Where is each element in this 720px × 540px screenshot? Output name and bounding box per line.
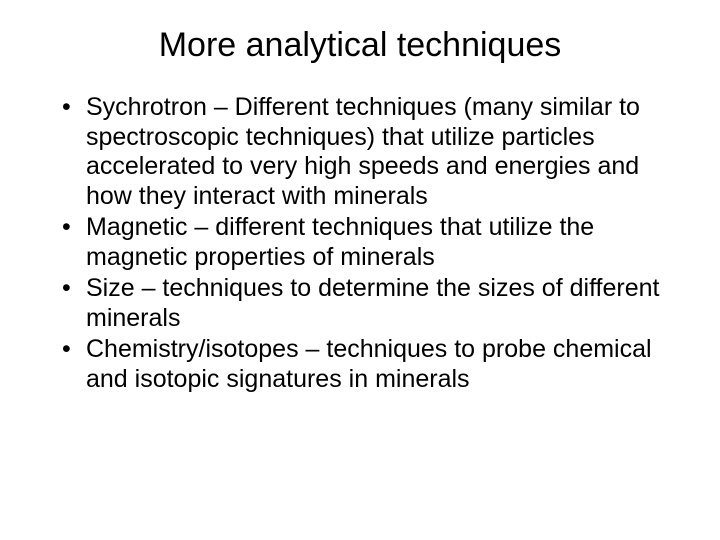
list-item: Chemistry/isotopes – techniques to probe…: [68, 335, 690, 394]
list-item: Size – techniques to determine the sizes…: [68, 274, 690, 333]
bullet-list: Sychrotron – Different techniques (many …: [30, 93, 690, 394]
list-item: Magnetic – different techniques that uti…: [68, 213, 690, 272]
slide-container: More analytical techniques Sychrotron – …: [0, 0, 720, 540]
slide-title: More analytical techniques: [30, 26, 690, 65]
list-item: Sychrotron – Different techniques (many …: [68, 93, 690, 211]
